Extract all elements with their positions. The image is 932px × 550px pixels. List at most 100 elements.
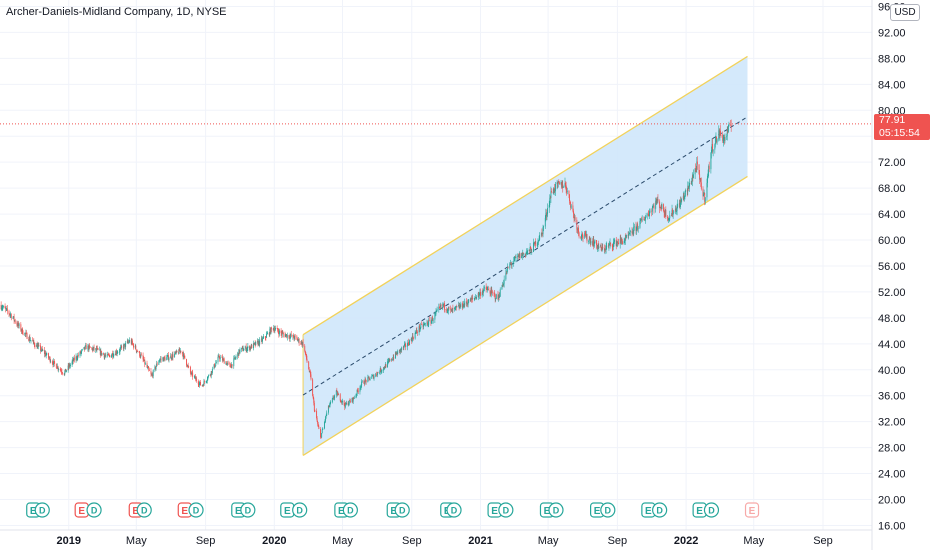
y-tick-label: 84.00 (878, 79, 906, 91)
candle-body (471, 298, 472, 300)
candle-body (235, 358, 236, 359)
candle-body (657, 199, 659, 202)
candle-body (629, 231, 631, 232)
candle-body (294, 335, 296, 337)
candle-body (198, 384, 200, 386)
candle-body (503, 283, 505, 286)
candle-body (518, 253, 520, 258)
candle-body (572, 210, 574, 214)
candle-body (281, 333, 283, 335)
candle-body (379, 368, 381, 373)
candle-body (333, 397, 335, 399)
candle-body (348, 400, 350, 404)
dividend-marker: D (136, 502, 152, 518)
candle-body (660, 208, 662, 210)
candle-body (632, 232, 634, 234)
candle-body (16, 322, 18, 325)
candle-body (5, 308, 7, 310)
x-axis: 2019 May Sep 2020 May Sep 2021 May Sep 2022 May Sep (56, 535, 832, 547)
candle-body (243, 348, 245, 351)
y-axis[interactable]: 96.0092.0088.0084.0080.0076.0072.0068.00… (878, 1, 906, 532)
candle-body (300, 341, 302, 344)
candle-body (695, 168, 697, 170)
candle-body (85, 345, 87, 347)
candle-body (605, 249, 607, 251)
candle-body (34, 345, 36, 347)
candle-body (53, 361, 54, 365)
candle-body (659, 201, 661, 209)
candle-body (231, 364, 232, 368)
candle-body (398, 349, 400, 351)
candle-body (458, 305, 459, 307)
candle-body (401, 347, 403, 350)
dividend-label: D (193, 506, 200, 516)
candle-body (478, 293, 480, 296)
candle-body (641, 219, 643, 221)
candle-body (444, 309, 446, 310)
candle-body (557, 182, 559, 184)
candle-body (26, 332, 27, 334)
candle-body (692, 176, 694, 178)
candle-body (686, 190, 688, 192)
candle-body (683, 195, 685, 199)
candle-body (150, 370, 152, 375)
candle-body (269, 328, 271, 334)
candle-body (682, 195, 684, 200)
candle-body (194, 376, 196, 378)
candle-body (172, 354, 174, 358)
candle-body (219, 357, 221, 360)
candle-body (64, 371, 66, 375)
candle-body (464, 301, 466, 306)
candle-body (83, 347, 85, 350)
currency-button[interactable]: USD (890, 4, 920, 21)
candle-body (103, 353, 105, 355)
candle-body (340, 401, 342, 402)
earnings-marker: E (487, 502, 502, 518)
candle-body (620, 238, 622, 241)
candle-body (683, 195, 685, 199)
candle-body (285, 334, 287, 336)
dividend-marker: D (600, 502, 616, 518)
dividend-label: D (347, 506, 354, 516)
dividend-marker: D (240, 502, 256, 518)
candle-body (227, 362, 229, 364)
candle-body (345, 402, 347, 405)
candle-body (24, 333, 26, 334)
candle-body (680, 200, 681, 207)
candle-body (290, 334, 292, 337)
bar-countdown: 05:15:54 (879, 127, 920, 139)
candle-body (318, 426, 320, 429)
candle-body (436, 309, 438, 311)
candle-body (336, 391, 338, 396)
dividend-badge (446, 502, 462, 518)
x-tick-label: 2022 (674, 535, 698, 547)
candle-body (715, 136, 717, 140)
candle-body (643, 219, 645, 221)
candle-body (0, 304, 2, 310)
candle-body (585, 234, 587, 238)
candle-body (438, 306, 440, 310)
earnings-label: E (544, 506, 551, 517)
candle-body (379, 372, 381, 374)
candle-body (158, 360, 160, 365)
candle-body (663, 204, 665, 212)
candle-body (182, 353, 184, 358)
candle-body (218, 355, 220, 358)
candle-body (356, 389, 358, 395)
candle-body (617, 241, 619, 243)
candle-body (300, 343, 302, 344)
candle-body (649, 210, 651, 212)
candle-body (465, 301, 467, 304)
candle-body (687, 185, 689, 189)
candle-body (223, 359, 225, 364)
candle-body (246, 347, 248, 350)
candle-body (505, 272, 507, 274)
candle-body (562, 184, 564, 188)
candle-body (525, 252, 527, 256)
y-tick-label: 36.00 (878, 391, 906, 403)
candle-body (253, 343, 255, 344)
candle-body (192, 372, 194, 377)
candle-body (494, 293, 496, 295)
